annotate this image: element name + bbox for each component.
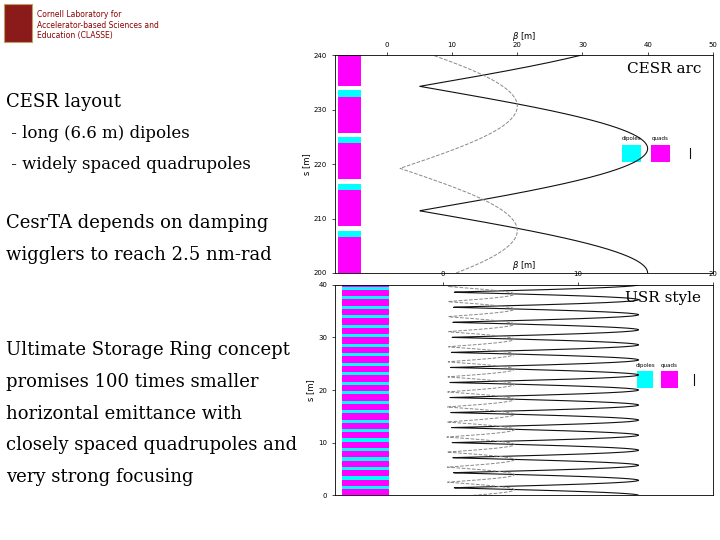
Text: D. L. Rubin: D. L. Rubin — [325, 521, 395, 534]
Text: quads: quads — [652, 136, 669, 141]
Bar — [341, 410, 389, 413]
Bar — [2, 2, 85, 44]
Bar — [338, 237, 361, 273]
Bar — [341, 287, 389, 290]
Bar — [341, 290, 389, 296]
Bar — [341, 467, 389, 470]
Text: wigglers to reach 2.5 nm-rad: wigglers to reach 2.5 nm-rad — [6, 246, 271, 264]
Bar — [651, 145, 670, 162]
Text: CESR layout: CESR layout — [6, 93, 121, 111]
Text: very strong focusing: very strong focusing — [6, 468, 194, 486]
Bar — [341, 432, 389, 438]
Bar — [341, 285, 389, 287]
Text: CESR arc: CESR arc — [627, 62, 701, 76]
Bar — [341, 319, 389, 325]
Text: - widely spaced quadrupoles: - widely spaced quadrupoles — [6, 157, 251, 173]
Bar — [621, 145, 641, 162]
Bar — [341, 486, 389, 489]
Bar — [341, 423, 389, 429]
Bar — [338, 90, 361, 97]
Bar — [341, 338, 389, 343]
Bar — [338, 137, 361, 144]
Bar — [341, 375, 389, 382]
Bar — [341, 476, 389, 480]
Bar — [4, 4, 32, 42]
X-axis label: $\beta$ [m]: $\beta$ [m] — [512, 30, 536, 43]
Text: December 22, 2011: December 22, 2011 — [14, 521, 139, 534]
Bar — [341, 306, 389, 309]
Text: dipoles: dipoles — [636, 363, 655, 368]
Bar — [341, 429, 389, 432]
Bar — [341, 353, 389, 356]
X-axis label: $\beta$ [m]: $\beta$ [m] — [512, 259, 536, 272]
Bar — [341, 372, 389, 375]
Bar — [341, 347, 389, 353]
Bar — [341, 448, 389, 451]
Bar — [341, 470, 389, 476]
Text: dipoles: dipoles — [621, 136, 641, 141]
Bar — [341, 325, 389, 328]
Bar — [341, 404, 389, 410]
Bar — [341, 363, 389, 366]
Bar — [338, 55, 361, 86]
Bar — [637, 371, 653, 388]
Bar — [662, 371, 678, 388]
Text: Accelerator-based Sciences and: Accelerator-based Sciences and — [37, 21, 159, 30]
Bar — [338, 97, 361, 132]
Text: promises 100 times smaller: promises 100 times smaller — [6, 373, 258, 390]
Text: USR style: USR style — [626, 291, 701, 305]
Bar — [341, 413, 389, 420]
Y-axis label: s [m]: s [m] — [302, 153, 311, 175]
Bar — [341, 401, 389, 404]
Bar — [341, 328, 389, 334]
Text: - long (6.6 m) dipoles: - long (6.6 m) dipoles — [6, 125, 189, 141]
Bar — [341, 457, 389, 461]
Bar — [341, 420, 389, 423]
Bar — [341, 309, 389, 315]
Bar — [341, 442, 389, 448]
Bar — [341, 299, 389, 306]
Text: 12: 12 — [683, 521, 698, 534]
Text: Education (CLASSE): Education (CLASSE) — [37, 31, 113, 40]
Bar — [341, 438, 389, 442]
Bar — [341, 394, 389, 401]
Bar — [341, 391, 389, 394]
Bar — [341, 382, 389, 384]
Bar — [338, 190, 361, 226]
Bar — [341, 343, 389, 347]
Text: Ultimate Storage Ring concept: Ultimate Storage Ring concept — [6, 341, 290, 359]
Text: Low horizontal emittance lattice: Low horizontal emittance lattice — [182, 10, 639, 37]
Bar — [341, 480, 389, 486]
Text: CesrTA depends on damping: CesrTA depends on damping — [6, 214, 269, 232]
Bar — [341, 296, 389, 299]
Bar — [341, 356, 389, 363]
Bar — [341, 366, 389, 372]
Bar — [338, 231, 361, 237]
Text: quads: quads — [661, 363, 678, 368]
Bar — [341, 315, 389, 319]
Bar — [341, 451, 389, 457]
Bar — [341, 489, 389, 495]
Y-axis label: s [m]: s [m] — [307, 379, 315, 401]
Text: Cornell Laboratory for: Cornell Laboratory for — [37, 10, 122, 19]
Bar — [338, 144, 361, 179]
Bar — [341, 384, 389, 391]
Bar — [338, 184, 361, 190]
Text: closely spaced quadrupoles and: closely spaced quadrupoles and — [6, 436, 297, 454]
Text: horizontal emittance with: horizontal emittance with — [6, 404, 242, 422]
Bar — [341, 334, 389, 338]
Bar — [341, 461, 389, 467]
